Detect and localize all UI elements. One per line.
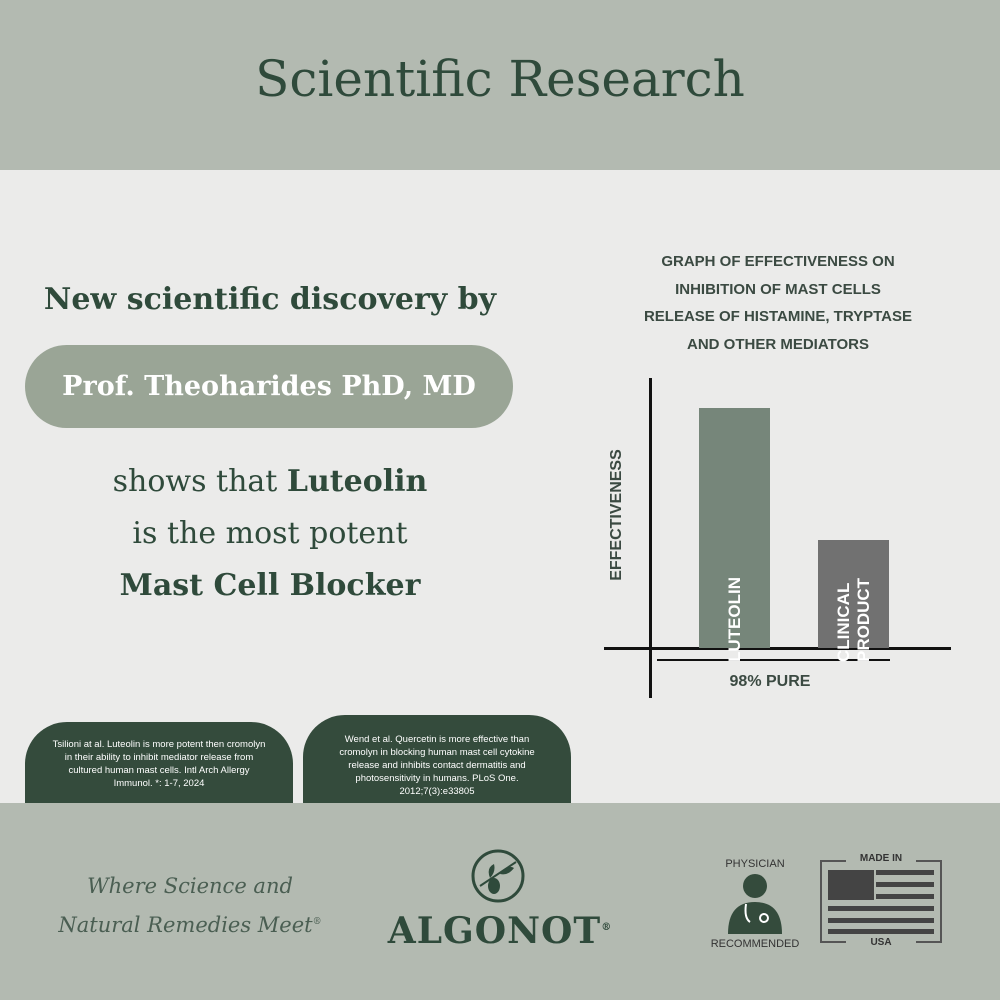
page-title: Scientific Research (255, 50, 745, 108)
statement-text: shows that (112, 464, 278, 499)
tagline-text: Natural Remedies Meet (58, 913, 313, 937)
tagline-line: Where Science and (87, 874, 293, 898)
y-axis-label: EFFECTIVENESS (608, 449, 625, 581)
statement: shows that Luteolin is the most potent M… (10, 456, 530, 612)
brand: ALGONOT® (380, 910, 620, 952)
flag-bottom: USA (846, 937, 916, 948)
x-axis-label: 98% PURE (729, 673, 811, 690)
badge-bottom: RECOMMENDED (710, 938, 800, 950)
logo-icon (471, 849, 525, 903)
bar-label: CLINICAL PRODUCT (833, 577, 873, 662)
chart-title-line: RELEASE OF HISTAMINE, TRYPTASE (643, 308, 913, 325)
tagline: Where Science and Natural Remedies Meet® (40, 868, 340, 943)
chart-title: GRAPH OF EFFECTIVENESS ON INHIBITION OF M… (578, 248, 978, 358)
y-axis (649, 378, 652, 698)
chart-title-line: GRAPH OF EFFECTIVENESS ON (661, 253, 895, 270)
statement-line: shows that Luteolin (10, 456, 530, 508)
citation: Wend et al. Quercetin is more effective … (303, 715, 571, 803)
x-rule (657, 659, 890, 661)
chart: GRAPH OF EFFECTIVENESS ON INHIBITION OF M… (578, 248, 978, 698)
bar-label: LUTEOLIN (724, 577, 744, 662)
intro-lead: New scientific discovery by (43, 282, 497, 317)
chart-title-line: AND OTHER MEDIATORS (687, 335, 869, 353)
statement-line: Mast Cell Blocker (119, 568, 421, 603)
flag-top: MADE IN (846, 853, 916, 864)
citation: Tsilioni at al. Luteolin is more potent … (25, 722, 293, 803)
bar (699, 407, 770, 648)
brand-mark: ® (601, 922, 613, 933)
x-axis (604, 647, 951, 650)
header-band (0, 0, 1000, 170)
badge-top: PHYSICIAN (725, 858, 785, 870)
statement-line: is the most potent (132, 516, 408, 551)
tagline-line: Natural Remedies Meet® (40, 904, 340, 943)
brand-name: ALGONOT (387, 910, 602, 952)
physician-icon (728, 874, 782, 934)
bar (818, 540, 889, 648)
tagline-mark: ® (312, 917, 322, 927)
name-pill: Prof. Theoharides PhD, MD (25, 345, 513, 428)
statement-bold: Luteolin (286, 464, 428, 499)
chart-title-line: INHIBITION OF MAST CELLS (675, 280, 881, 298)
flag (828, 870, 934, 934)
